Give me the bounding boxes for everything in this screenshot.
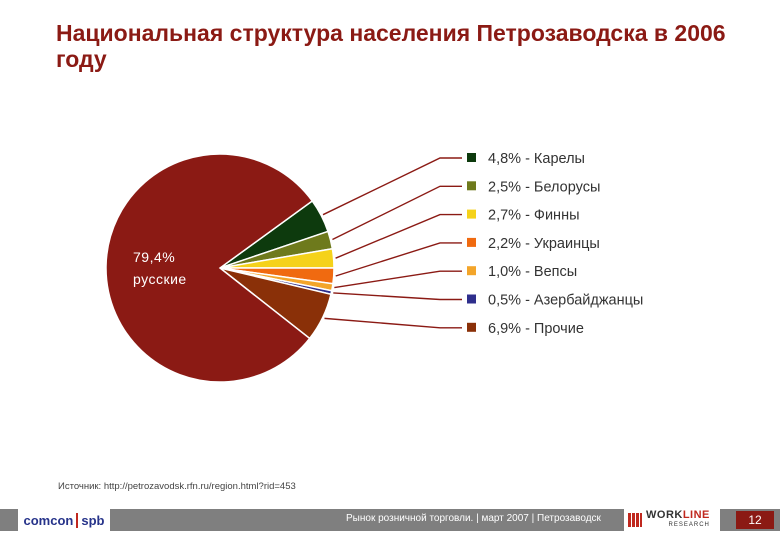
leader-line-карелы: [322, 157, 462, 216]
legend-label-прочие: 6,9% - Прочие: [488, 321, 584, 337]
comcon-logo: comcon spb: [18, 509, 110, 531]
leader-line-прочие: [324, 317, 462, 329]
legend-swatch-азербайджанцы: [467, 294, 476, 304]
footer-bar: comcon spb Рынок розничной торговли. | м…: [0, 509, 780, 531]
legend-swatch-финны: [467, 209, 476, 219]
legend-label-азербайджанцы: 0,5% - Азербайджанцы: [488, 293, 643, 309]
legend-swatch-карелы: [467, 153, 476, 162]
legend-label-белорусы: 2,5% - Белорусы: [488, 179, 600, 195]
workline-logo: WORKLINE RESEARCH: [624, 509, 720, 531]
leader-line-финны: [335, 213, 462, 259]
footer-text: Рынок розничной торговли. | март 2007 | …: [346, 513, 601, 524]
source-note: Источник: http://petrozavodsk.rfn.ru/reg…: [58, 481, 296, 492]
legend-label-финны: 2,7% - Финны: [488, 208, 580, 224]
leader-line-белорусы: [332, 185, 462, 241]
leader-line-украинцы: [335, 242, 462, 277]
legend-swatch-белорусы: [467, 181, 476, 191]
leader-line-азербайджанцы: [333, 292, 462, 301]
legend-label-украинцы: 2,2% - Украинцы: [488, 236, 600, 252]
page-number: 12: [736, 511, 774, 529]
legend-swatch-прочие: [467, 322, 476, 332]
pie-chart: 4,8% - Карелы 2,5% - Белорусы 2,7% - Финны…: [105, 151, 643, 383]
leader-line-вепсы: [334, 270, 462, 289]
workline-logo-main: WORKLINE: [646, 509, 710, 521]
comcon-logo-part1: comcon: [23, 512, 74, 528]
pie-label-russians-name: русские: [133, 271, 187, 287]
legend-swatch-украинцы: [467, 237, 476, 247]
legend-swatch-вепсы: [467, 266, 476, 276]
pie-label-russians-value: 79,4%: [133, 249, 175, 265]
workline-grid-icon: [628, 513, 642, 527]
workline-logo-sub: RESEARCH: [668, 522, 710, 528]
legend-label-вепсы: 1,0% - Вепсы: [488, 264, 577, 280]
logo-separator: [76, 512, 79, 528]
pie-slice-русские: [105, 153, 314, 383]
legend-label-карелы: 4,8% - Карелы: [488, 151, 585, 167]
comcon-logo-part2: spb: [81, 512, 105, 528]
page-title: Национальная структура населения Петроза…: [56, 20, 726, 72]
